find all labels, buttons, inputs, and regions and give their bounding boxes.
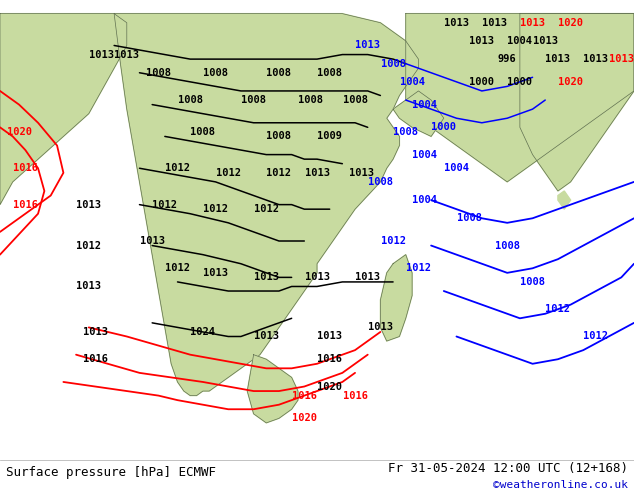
Text: 1020: 1020 xyxy=(292,414,317,423)
Text: 1012: 1012 xyxy=(216,168,241,178)
Text: 1012: 1012 xyxy=(152,199,178,210)
Text: 1008: 1008 xyxy=(317,68,342,78)
Text: 1013: 1013 xyxy=(254,272,279,282)
Text: 1020: 1020 xyxy=(6,127,32,137)
Text: 1020: 1020 xyxy=(558,18,583,28)
Text: 1013: 1013 xyxy=(114,49,139,60)
Text: 1004: 1004 xyxy=(399,77,425,87)
Text: 1013: 1013 xyxy=(139,236,165,246)
Text: 1008: 1008 xyxy=(368,177,393,187)
Text: 1012: 1012 xyxy=(583,332,609,342)
Text: 1012: 1012 xyxy=(545,304,571,314)
Text: 1012: 1012 xyxy=(76,241,101,250)
Text: 996: 996 xyxy=(498,54,517,64)
Text: 1013: 1013 xyxy=(545,54,571,64)
Text: 1020: 1020 xyxy=(317,382,342,392)
Text: 1013: 1013 xyxy=(444,18,469,28)
Polygon shape xyxy=(380,255,412,341)
Text: 1013: 1013 xyxy=(482,18,507,28)
Text: 1013: 1013 xyxy=(355,272,380,282)
Text: 1013: 1013 xyxy=(304,272,330,282)
Polygon shape xyxy=(520,14,634,191)
Text: 1013: 1013 xyxy=(317,332,342,342)
Text: 1008: 1008 xyxy=(241,95,266,105)
Text: 1013: 1013 xyxy=(469,36,495,46)
Text: Fr 31-05-2024 12:00 UTC (12+168): Fr 31-05-2024 12:00 UTC (12+168) xyxy=(387,463,628,475)
Text: 1013: 1013 xyxy=(254,332,279,342)
Text: 1004: 1004 xyxy=(412,149,437,160)
Text: 1008: 1008 xyxy=(178,95,203,105)
Text: 1009: 1009 xyxy=(317,131,342,142)
Text: 1008: 1008 xyxy=(495,241,520,250)
Text: 1013: 1013 xyxy=(368,322,393,332)
Polygon shape xyxy=(0,14,127,205)
Text: 1012: 1012 xyxy=(254,204,279,214)
Text: 1004: 1004 xyxy=(412,99,437,110)
Text: 1012: 1012 xyxy=(406,263,431,273)
Text: 1008: 1008 xyxy=(190,127,216,137)
Text: 1013: 1013 xyxy=(82,327,108,337)
Text: 1008: 1008 xyxy=(266,68,292,78)
Text: 1016: 1016 xyxy=(82,354,108,364)
Text: 1013: 1013 xyxy=(304,168,330,178)
Polygon shape xyxy=(393,91,444,136)
Text: 1004: 1004 xyxy=(444,163,469,173)
Text: 1012: 1012 xyxy=(380,236,406,246)
Text: 1008: 1008 xyxy=(298,95,323,105)
Polygon shape xyxy=(247,355,298,423)
Text: 1016: 1016 xyxy=(317,354,342,364)
Text: 1016: 1016 xyxy=(342,391,368,401)
Text: 1013: 1013 xyxy=(76,199,101,210)
Text: 1013: 1013 xyxy=(76,281,101,292)
Polygon shape xyxy=(558,191,571,209)
Text: 1016: 1016 xyxy=(13,163,38,173)
Text: 1012: 1012 xyxy=(203,204,228,214)
Text: 1013: 1013 xyxy=(533,36,558,46)
Text: 1008: 1008 xyxy=(266,131,292,142)
Text: 1013: 1013 xyxy=(89,49,114,60)
Text: 1013: 1013 xyxy=(349,168,374,178)
Text: 1008: 1008 xyxy=(393,127,418,137)
Text: 1008: 1008 xyxy=(146,68,171,78)
Text: 1008: 1008 xyxy=(203,68,228,78)
Text: 1012: 1012 xyxy=(266,168,292,178)
Text: 1016: 1016 xyxy=(292,391,317,401)
Text: 1008: 1008 xyxy=(342,95,368,105)
Text: 1020: 1020 xyxy=(558,77,583,87)
Text: 1013: 1013 xyxy=(355,41,380,50)
Text: 1012: 1012 xyxy=(165,163,190,173)
Text: 1012: 1012 xyxy=(165,263,190,273)
Text: 1024: 1024 xyxy=(190,327,216,337)
Text: Surface pressure [hPa] ECMWF: Surface pressure [hPa] ECMWF xyxy=(6,466,216,479)
Text: 1000: 1000 xyxy=(469,77,495,87)
Text: 1004: 1004 xyxy=(507,36,533,46)
Text: 1013: 1013 xyxy=(609,54,634,64)
Text: 1016: 1016 xyxy=(13,199,38,210)
Text: 1008: 1008 xyxy=(380,59,406,69)
Text: ©weatheronline.co.uk: ©weatheronline.co.uk xyxy=(493,480,628,490)
Text: 1008: 1008 xyxy=(456,213,482,223)
Text: 1004: 1004 xyxy=(412,195,437,205)
Text: 1000: 1000 xyxy=(507,77,533,87)
Text: 1000: 1000 xyxy=(431,122,456,132)
Polygon shape xyxy=(114,14,418,395)
Polygon shape xyxy=(406,14,634,182)
Text: 1008: 1008 xyxy=(520,277,545,287)
Text: 1013: 1013 xyxy=(520,18,545,28)
Text: 1013: 1013 xyxy=(203,268,228,278)
Text: 1013: 1013 xyxy=(583,54,609,64)
